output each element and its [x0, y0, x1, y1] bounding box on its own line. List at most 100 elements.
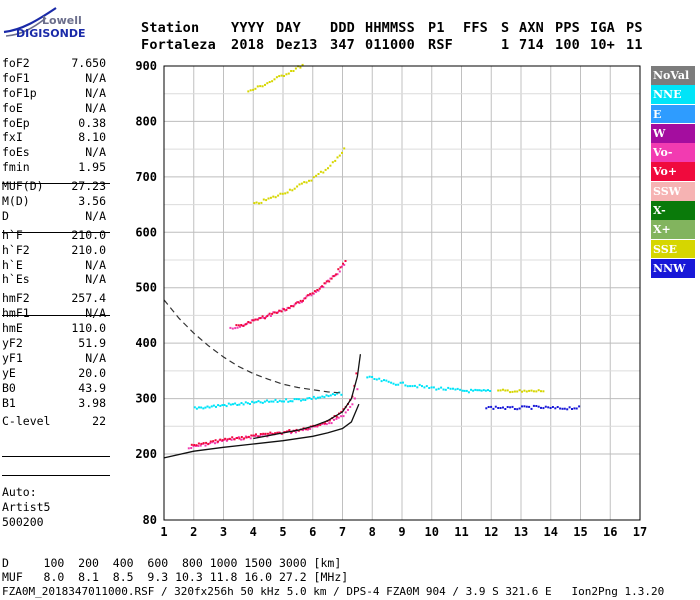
- echo-point: [256, 85, 259, 88]
- echo-point: [261, 401, 264, 404]
- echo-point: [294, 67, 297, 70]
- echo-point: [323, 396, 326, 399]
- echo-point: [296, 185, 299, 188]
- param-row: M(D) 3.56: [2, 194, 106, 209]
- legend-vo-plus: Vo+: [651, 162, 695, 182]
- echo-point: [304, 399, 307, 401]
- param-row: foF1p N/A: [2, 86, 106, 101]
- echo-point: [195, 444, 198, 447]
- echo-point: [217, 404, 220, 407]
- echo-point: [228, 437, 231, 440]
- echo-point: [249, 437, 252, 440]
- echo-point: [334, 393, 336, 396]
- header-value-iga: 10+: [590, 37, 615, 53]
- polarization-legend: NoVal NNE E W Vo- Vo+ SSW X- X+ SSE NNW: [651, 66, 695, 278]
- x-tick-label: 12: [484, 525, 498, 539]
- echo-point: [258, 317, 260, 320]
- y-tick-label: 400: [135, 336, 157, 350]
- echo-point: [319, 423, 322, 426]
- param-name: hmF1: [2, 306, 30, 321]
- x-tick-label: 14: [544, 525, 558, 539]
- x-tick-label: 13: [514, 525, 528, 539]
- echo-point: [280, 74, 283, 77]
- echo-point: [399, 381, 402, 384]
- echo-point: [253, 202, 256, 205]
- echo-point: [535, 405, 538, 407]
- echo-point: [314, 397, 317, 400]
- echo-point: [528, 405, 531, 408]
- header-label-day: DAY: [276, 20, 301, 36]
- legend-x-minus: X-: [651, 200, 695, 220]
- echo-point: [324, 168, 327, 171]
- echo-point: [294, 431, 297, 434]
- echo-point: [243, 323, 246, 326]
- param-row: foF1 N/A: [2, 71, 106, 86]
- echo-point: [349, 405, 352, 408]
- param-name: foF1p: [2, 85, 37, 100]
- param-value: N/A: [85, 257, 106, 272]
- echo-point: [328, 280, 331, 283]
- echo-point: [279, 309, 282, 312]
- echo-point: [221, 439, 224, 442]
- echo-point: [416, 386, 419, 389]
- echo-point: [303, 297, 306, 300]
- echo-point: [312, 176, 315, 179]
- echo-point: [327, 279, 329, 282]
- y-tick-label: 80: [143, 513, 157, 527]
- echo-point: [317, 396, 319, 399]
- echo-point: [274, 432, 277, 435]
- echo-point: [260, 201, 263, 204]
- y-tick-label: 600: [135, 225, 157, 239]
- echo-point: [243, 437, 246, 440]
- header-label-ffs: FFS: [463, 20, 488, 36]
- echo-point: [248, 321, 251, 324]
- echo-point: [571, 408, 573, 410]
- echo-point: [225, 405, 228, 408]
- param-row: foE N/A: [2, 101, 106, 116]
- echo-point: [411, 385, 414, 388]
- echo-point: [322, 286, 325, 288]
- echo-point: [190, 447, 193, 449]
- echo-point: [286, 306, 289, 309]
- header-value-p1: RSF: [428, 37, 453, 53]
- echo-point: [323, 282, 326, 285]
- param-name: foF2: [2, 56, 30, 70]
- echo-point: [312, 292, 315, 295]
- param-name: foE: [2, 100, 23, 115]
- echo-point: [239, 325, 241, 328]
- echo-point: [231, 436, 234, 439]
- echo-point: [516, 408, 519, 411]
- footer-muf-line: MUF 8.0 8.1 8.5 9.3 10.3 11.8 16.0 27.2 …: [2, 570, 349, 584]
- echo-point: [506, 389, 509, 392]
- echo-point: [566, 408, 569, 411]
- echo-point: [465, 389, 468, 392]
- echo-point: [312, 395, 315, 398]
- echo-point: [290, 305, 293, 308]
- echo-point: [537, 405, 540, 408]
- x-tick-label: 8: [369, 525, 376, 539]
- echo-point: [425, 385, 428, 388]
- profile-curve-solid-mid: [253, 354, 362, 440]
- echo-point: [342, 262, 344, 265]
- echo-point: [293, 187, 296, 190]
- echo-point: [280, 310, 283, 313]
- echo-point: [270, 400, 273, 403]
- echo-point: [406, 385, 409, 388]
- param-value: 43.9: [78, 380, 106, 395]
- logo-swoosh-icon: [3, 7, 57, 37]
- echo-point: [295, 398, 298, 401]
- echo-point: [430, 386, 433, 389]
- profile-curve-solid-low: [163, 403, 360, 459]
- legend-nne: NNE: [651, 85, 695, 105]
- echo-point: [518, 389, 521, 392]
- x-tick-label: 1: [160, 525, 167, 539]
- echo-point: [306, 397, 309, 400]
- echo-point: [272, 311, 275, 314]
- echo-point: [252, 319, 255, 322]
- echo-point: [240, 436, 243, 438]
- echo-point: [337, 268, 340, 271]
- echo-point: [244, 323, 247, 326]
- echo-point: [467, 391, 470, 394]
- echo-point: [240, 324, 243, 326]
